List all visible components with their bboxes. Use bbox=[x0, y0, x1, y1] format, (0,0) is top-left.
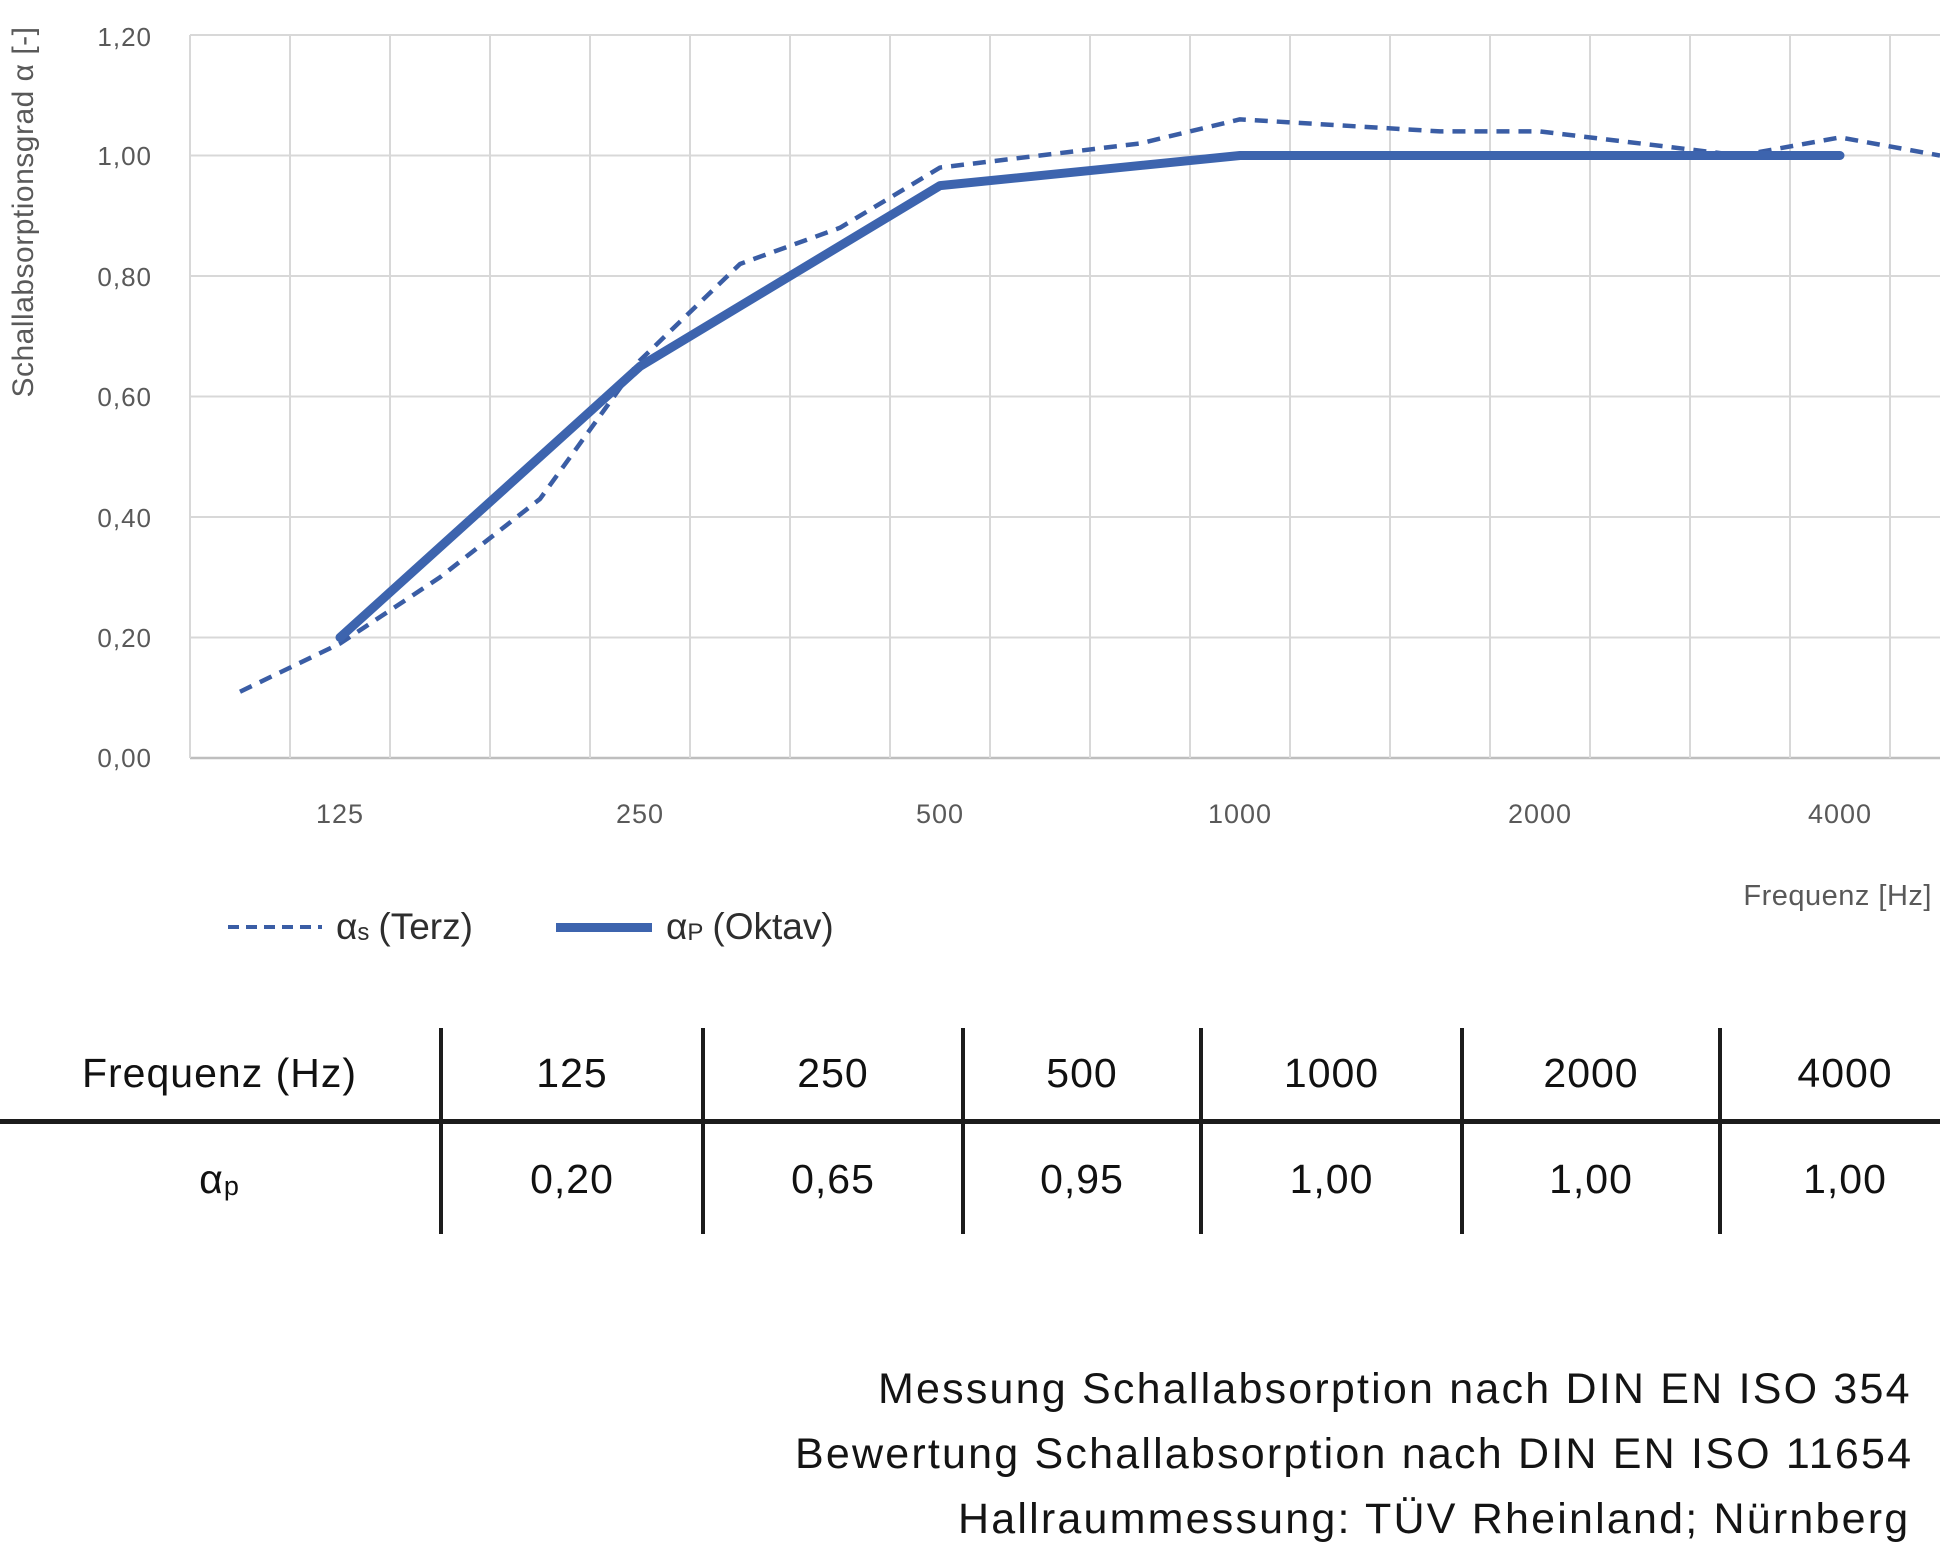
footnote-rating-standard: Bewertung Schallabsorption nach DIN EN I… bbox=[795, 1430, 1914, 1478]
y-tick-label: 0,00 bbox=[97, 743, 152, 773]
x-tick-label: 125 bbox=[315, 799, 365, 829]
footnote-measurement-standard: Messung Schallabsorption nach DIN EN ISO… bbox=[878, 1365, 1912, 1413]
table-header-frequency: Frequenz (Hz) bbox=[0, 1028, 439, 1124]
x-tick-label: 1000 bbox=[1207, 799, 1273, 829]
legend-item-alpha-p: α P (Oktav) bbox=[556, 904, 834, 950]
table-value-1000: 1,00 bbox=[1199, 1124, 1460, 1234]
dashed-line-legend-swatch bbox=[228, 922, 322, 932]
y-tick-label: 0,20 bbox=[97, 623, 152, 653]
table-value-500: 0,95 bbox=[961, 1124, 1199, 1234]
legend-subscript: P bbox=[687, 919, 704, 946]
legend-symbol: α bbox=[666, 906, 688, 947]
legend-item-alpha-s: α s (Terz) bbox=[228, 904, 473, 950]
solid-line-legend-swatch bbox=[556, 922, 652, 932]
x-tick-label: 4000 bbox=[1807, 799, 1873, 829]
legend-label: (Oktav) bbox=[712, 906, 834, 947]
table-value-250: 0,65 bbox=[701, 1124, 961, 1234]
y-tick-label: 1,20 bbox=[97, 22, 152, 52]
table-value-2000: 1,00 bbox=[1460, 1124, 1718, 1234]
alpha-s-terz-series-line bbox=[239, 117, 1940, 694]
x-axis-title: Frequenz [Hz] bbox=[1743, 880, 1932, 912]
y-tick-label: 0,60 bbox=[97, 382, 152, 412]
y-tick-label: 0,40 bbox=[97, 503, 152, 533]
footnote-test-lab: Hallraummessung: TÜV Rheinland; Nürnberg bbox=[958, 1495, 1911, 1543]
legend-symbol: α bbox=[336, 906, 358, 947]
table-header-freq-250: 250 bbox=[701, 1028, 961, 1124]
table-value-125: 0,20 bbox=[439, 1124, 701, 1234]
table-header-freq-125: 125 bbox=[439, 1028, 701, 1124]
table-header-freq-500: 500 bbox=[961, 1028, 1199, 1124]
x-tick-label: 250 bbox=[615, 799, 665, 829]
y-tick-label: 1,00 bbox=[97, 141, 152, 171]
legend-label: (Terz) bbox=[378, 906, 473, 947]
legend-subscript: s bbox=[357, 919, 370, 946]
x-tick-label: 500 bbox=[915, 799, 965, 829]
table-header-freq-1000: 1000 bbox=[1199, 1028, 1460, 1124]
y-axis-title: Schallabsorptionsgrad α [-] bbox=[7, 26, 40, 398]
alpha-p-oktav-series-line bbox=[335, 151, 1845, 642]
table-value-4000: 1,00 bbox=[1718, 1124, 1940, 1234]
absorption-line-chart bbox=[189, 34, 1940, 760]
absorption-values-table: Frequenz (Hz) 125 250 500 1000 2000 4000… bbox=[0, 1028, 1940, 1234]
table-header-freq-2000: 2000 bbox=[1460, 1028, 1718, 1124]
x-tick-label: 2000 bbox=[1507, 799, 1573, 829]
table-header-freq-4000: 4000 bbox=[1718, 1028, 1940, 1124]
y-tick-label: 0,80 bbox=[97, 262, 152, 292]
